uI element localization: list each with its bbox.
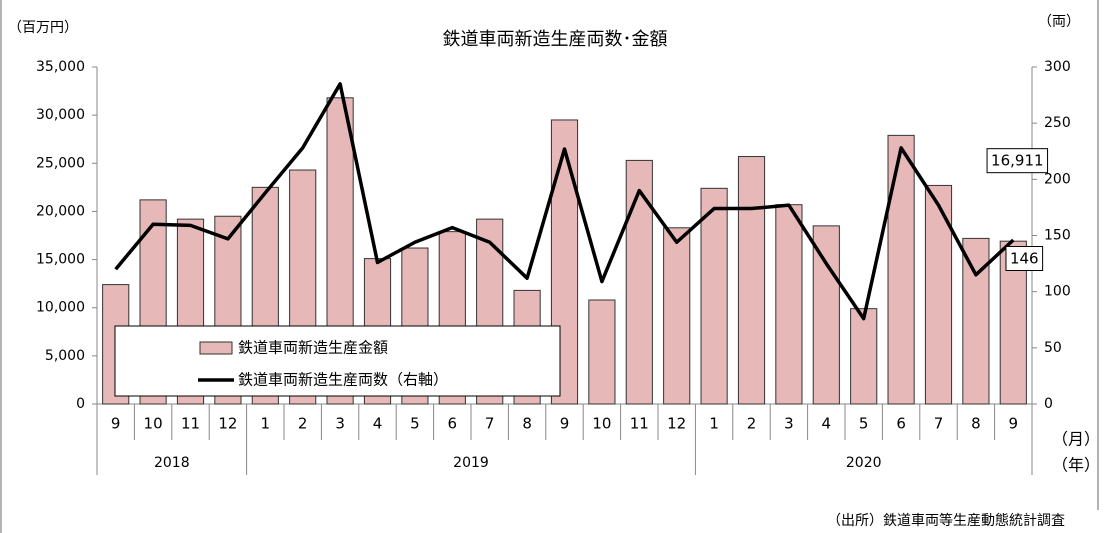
x-tick-label: 4 xyxy=(373,415,383,433)
y2-tick-label: 300 xyxy=(1044,59,1071,75)
x-tick-label: 6 xyxy=(448,415,458,433)
y-tick-label: 5,000 xyxy=(45,348,85,364)
y-tick-label: 35,000 xyxy=(36,59,85,75)
year-label: 2020 xyxy=(846,455,882,471)
value-label: 16,911 xyxy=(991,152,1044,170)
x-tick-label: 12 xyxy=(667,415,686,433)
legend-swatch xyxy=(199,341,233,355)
x-tick-label: 2 xyxy=(298,415,308,433)
y2-tick-label: 200 xyxy=(1044,171,1071,187)
x-tick-label: 11 xyxy=(181,415,200,433)
x-tick-label: 8 xyxy=(971,415,981,433)
y-tick-label: 15,000 xyxy=(36,252,85,268)
bar xyxy=(663,227,691,405)
x-tick-label: 9 xyxy=(111,415,121,433)
value-label: 146 xyxy=(1010,249,1039,267)
bar xyxy=(887,134,915,405)
y2-tick-label: 100 xyxy=(1044,284,1071,300)
x-group-label: （年） xyxy=(1052,456,1100,475)
legend-label: 鉄道車両新造生産両数（右軸） xyxy=(238,371,448,389)
bar xyxy=(625,159,653,405)
x-tick-label: 6 xyxy=(896,415,906,433)
x-tick-label: 11 xyxy=(630,415,649,433)
y2-axis-label: （両） xyxy=(1038,14,1080,30)
bar xyxy=(700,187,728,405)
bar xyxy=(924,184,953,405)
x-tick-label: 8 xyxy=(522,415,532,433)
y-axis-label: （百万円） xyxy=(8,20,78,36)
x-tick-label: 9 xyxy=(560,415,570,433)
year-label: 2019 xyxy=(453,455,489,471)
x-tick-label: 3 xyxy=(784,415,794,433)
x-tick-label: 12 xyxy=(218,415,237,433)
x-tick-label: 2 xyxy=(747,415,757,433)
value-label-box xyxy=(1005,245,1044,271)
y-tick-label: 20,000 xyxy=(36,203,85,219)
x-tick-label: 7 xyxy=(485,415,495,433)
legend-label: 鉄道車両新造生産金額 xyxy=(238,339,388,357)
y2-tick-label: 50 xyxy=(1044,340,1062,356)
source: （出所）鉄道車両等生産動態統計調査 xyxy=(827,512,1065,529)
bar xyxy=(588,299,616,405)
x-tick-label: 7 xyxy=(934,415,944,433)
y2-tick-label: 250 xyxy=(1044,115,1071,131)
line xyxy=(114,82,1015,321)
x-tick-label: 1 xyxy=(261,415,271,433)
x-tick-label: 5 xyxy=(410,415,420,433)
y-tick-label: 30,000 xyxy=(36,107,85,123)
bar xyxy=(962,237,990,405)
y-tick-label: 25,000 xyxy=(36,155,85,171)
y2-tick-label: 0 xyxy=(1044,396,1053,412)
bar xyxy=(775,204,803,405)
x-tick-label: 4 xyxy=(822,415,832,433)
bar xyxy=(850,308,878,405)
x-axis-label: （月） xyxy=(1052,430,1100,449)
x-tick-label: 3 xyxy=(335,415,345,433)
y-tick-label: 0 xyxy=(76,396,85,412)
x-tick-label: 9 xyxy=(1009,415,1019,433)
bar xyxy=(737,156,766,405)
x-tick-label: 5 xyxy=(859,415,869,433)
value-label-box xyxy=(986,148,1049,174)
x-tick-label: 10 xyxy=(144,415,163,433)
x-tick-label: 10 xyxy=(592,415,611,433)
bar xyxy=(812,225,840,405)
chart-title: 鉄道車両新造生産両数･金額 xyxy=(443,29,668,50)
y-tick-label: 10,000 xyxy=(36,300,85,316)
y2-tick-label: 150 xyxy=(1044,228,1071,244)
x-tick-label: 1 xyxy=(709,415,719,433)
legend-box xyxy=(114,325,561,397)
year-label: 2018 xyxy=(154,455,190,471)
